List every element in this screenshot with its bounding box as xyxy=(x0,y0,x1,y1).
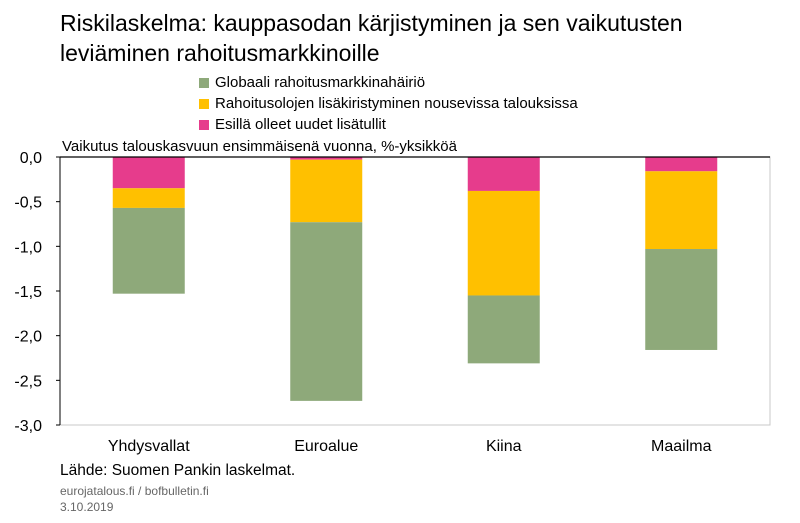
legend-swatch-emerging xyxy=(199,98,209,109)
legend-item-emerging: Rahoitusolojen lisäkiristyminen nousevis… xyxy=(199,93,578,114)
chart-title: Riskilaskelma: kauppasodan kärjistyminen… xyxy=(60,10,683,66)
x-tick-label: Kiina xyxy=(486,438,522,455)
source-note: Lähde: Suomen Pankin laskelmat. xyxy=(60,462,296,479)
bar-tariffs-1 xyxy=(290,157,363,160)
bar-global-3 xyxy=(645,249,718,350)
legend-item-global: Globaali rahoitusmarkkinahäiriö xyxy=(199,72,578,93)
bar-tariffs-0 xyxy=(112,157,185,189)
bar-tariffs-2 xyxy=(467,157,540,191)
bar-emerging-1 xyxy=(290,159,363,223)
legend-label-global: Globaali rahoitusmarkkinahäiriö xyxy=(215,74,426,91)
bar-tariffs-3 xyxy=(645,157,718,172)
bar-global-1 xyxy=(290,222,363,401)
y-tick-label: -0,5 xyxy=(14,195,42,212)
bar-global-2 xyxy=(467,295,540,364)
y-tick-label: 0,0 xyxy=(20,150,42,167)
y-tick-label: -2,0 xyxy=(14,329,42,346)
legend-item-tariffs: Esillä olleet uudet lisätullit xyxy=(199,114,578,135)
legend: Globaali rahoitusmarkkinahäiriö Rahoitus… xyxy=(199,72,578,135)
legend-swatch-global xyxy=(199,77,209,88)
x-tick-label: Euroalue xyxy=(294,438,358,455)
bar-emerging-2 xyxy=(467,190,540,296)
x-axis-ticks: Yhdysvallat Euroalue Kiina Maailma xyxy=(108,438,712,455)
website-note: eurojatalous.fi / bofbulletin.fi xyxy=(60,484,209,498)
y-tick-label: -2,5 xyxy=(14,373,42,390)
bar-global-0 xyxy=(112,207,185,294)
x-tick-label: Maailma xyxy=(651,438,712,455)
legend-swatch-tariffs xyxy=(199,119,209,130)
bar-group xyxy=(112,157,718,401)
y-tick-label: -3,0 xyxy=(14,418,42,435)
y-tick-label: -1,5 xyxy=(14,284,42,301)
bar-emerging-0 xyxy=(112,188,185,208)
y-axis-label: Vaikutus talouskasvuun ensimmäisenä vuon… xyxy=(62,138,458,155)
y-axis-ticks: 0,0 -0,5 -1,0 -1,5 -2,0 -2,5 -3,0 xyxy=(14,150,60,435)
date-note: 3.10.2019 xyxy=(60,500,114,514)
bar-emerging-3 xyxy=(645,171,718,250)
legend-label-emerging: Rahoitusolojen lisäkiristyminen nousevis… xyxy=(215,95,578,112)
y-tick-label: -1,0 xyxy=(14,239,42,256)
x-tick-label: Yhdysvallat xyxy=(108,438,190,455)
legend-label-tariffs: Esillä olleet uudet lisätullit xyxy=(215,116,386,133)
